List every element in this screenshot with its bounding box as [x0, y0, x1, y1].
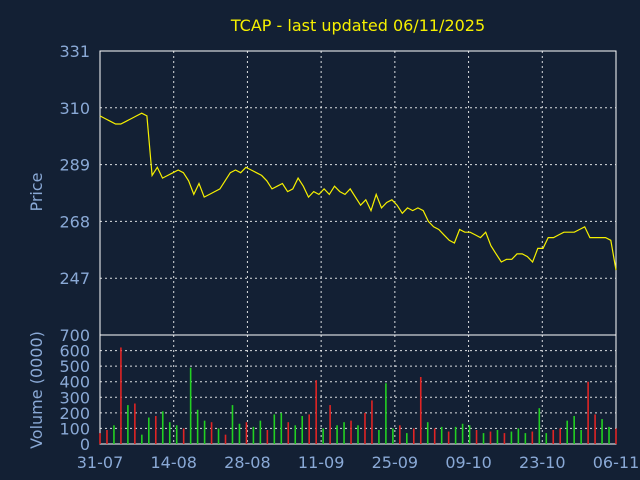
x-tick-label: 23-10: [519, 453, 566, 472]
x-tick-label: 06-11: [593, 453, 640, 472]
volume-tick-label: 100: [59, 419, 90, 438]
volume-tick-label: 400: [59, 373, 90, 392]
volume-tick-label: 200: [59, 404, 90, 423]
volume-axis-label: Volume (0000): [27, 331, 46, 449]
price-tick-label: 268: [59, 212, 90, 231]
price-series-line: [99, 112, 617, 271]
price-axis-label: Price: [27, 172, 46, 211]
price-tick-label: 310: [59, 99, 90, 118]
chart-title: TCAP - last updated 06/11/2025: [230, 16, 485, 35]
price-panel: 331 310 289 268 247: [59, 42, 617, 336]
x-tick-label: 28-08: [224, 453, 271, 472]
price-tick-label: 247: [59, 269, 90, 288]
volume-tick-label: 300: [59, 388, 90, 407]
x-tick-label: 25-09: [372, 453, 419, 472]
x-tick-label: 31-07: [77, 453, 124, 472]
volume-tick-label: 600: [59, 342, 90, 361]
volume-tick-label: 0: [80, 435, 90, 454]
x-tick-label: 09-10: [445, 453, 492, 472]
x-axis: 31-07 14-08 28-08 11-09 25-09 09-10 23-10 06-11: [77, 453, 640, 472]
x-tick-label: 14-08: [150, 453, 197, 472]
x-tick-label: 11-09: [298, 453, 345, 472]
volume-tick-label: 500: [59, 357, 90, 376]
price-tick-label: 331: [59, 42, 90, 61]
volume-tick-label: 700: [59, 326, 90, 345]
price-plot-frame: [99, 50, 617, 336]
price-tick-label: 289: [59, 156, 90, 175]
